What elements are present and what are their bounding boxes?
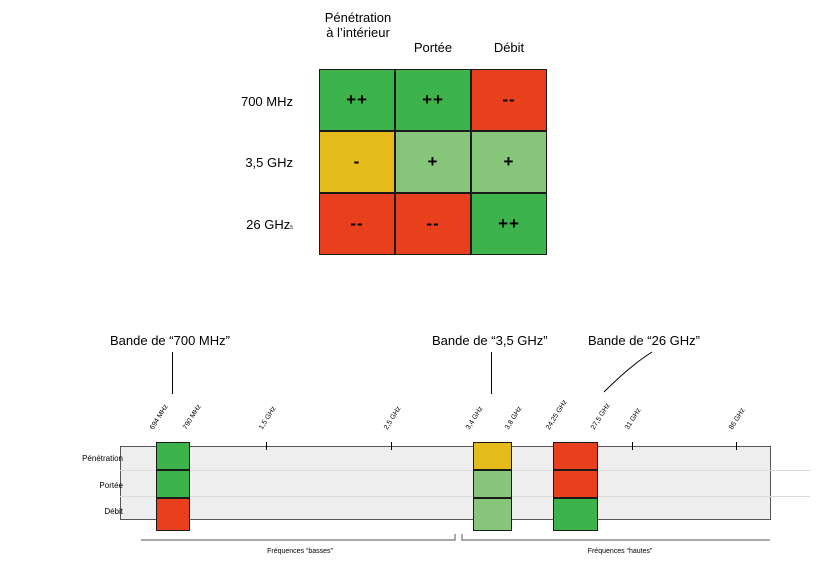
matrix-cell: -- — [319, 193, 395, 255]
frequency-tick-label: 86 GHz — [728, 407, 747, 431]
row-header-3-5ghz: 3,5 GHz — [245, 155, 293, 170]
strip-divider-2 — [120, 496, 810, 497]
column-header-penetration: Pénétration à l’intérieur — [324, 10, 392, 40]
frequency-tick-label: 790 MHz — [182, 403, 203, 431]
frequency-strip — [120, 446, 771, 520]
strip-divider-1 — [120, 470, 810, 471]
column-header-portee: Portée — [413, 40, 453, 55]
frequency-tick-label: 3,4 GHz — [465, 405, 485, 431]
range-label-high: Fréquences “hautes” — [587, 548, 653, 555]
frequency-tick-label: 1,5 GHz — [258, 405, 278, 431]
property-label-portee: Portée — [99, 481, 123, 490]
frequency-tick — [266, 442, 267, 450]
band-3-5-cell — [473, 442, 512, 470]
property-label-debit: Débit — [104, 507, 123, 516]
frequency-tick-label: 694 MHz — [149, 403, 170, 431]
matrix-cell: ++ — [471, 193, 547, 255]
row-header-26ghz: 26 GHz5 — [213, 217, 293, 232]
band-700-cell — [156, 470, 190, 498]
band-700-cell — [156, 442, 190, 470]
band-26-cell — [553, 498, 598, 531]
frequency-tick — [736, 442, 737, 450]
band-3-5-pointer — [491, 352, 492, 394]
band-26-cell — [553, 442, 598, 470]
range-label-low: Fréquences “basses” — [267, 548, 333, 555]
frequency-tick-label: 24,25 GHz — [545, 398, 569, 431]
matrix-cell: -- — [395, 193, 471, 255]
matrix-cell: ++ — [319, 69, 395, 131]
row-header-700mhz: 700 MHz — [240, 94, 293, 109]
band-3-5-cell — [473, 498, 512, 531]
frequency-tick-label: 27,5 GHz — [590, 402, 612, 431]
band-title-3-5ghz: Bande de “3,5 GHz” — [432, 333, 548, 348]
matrix-cell: - — [319, 131, 395, 193]
matrix-cell: + — [471, 131, 547, 193]
frequency-tick — [632, 442, 633, 450]
band-title-26ghz: Bande de “26 GHz” — [588, 333, 701, 348]
row-header-26ghz-label: 26 GHz — [246, 217, 291, 232]
frequency-tick — [391, 442, 392, 450]
band-700-pointer — [172, 352, 173, 394]
band-26-cell — [553, 470, 598, 498]
band-title-700mhz: Bande de “700 MHz” — [110, 333, 230, 348]
matrix-cell: -- — [471, 69, 547, 131]
band-700-cell — [156, 498, 190, 531]
property-label-penetration: Pénétration — [82, 454, 123, 463]
matrix-cell: ++ — [395, 69, 471, 131]
band-3-5-cell — [473, 470, 512, 498]
band-26-pointer — [603, 351, 653, 393]
frequency-tick-label: 31 GHz — [624, 407, 643, 431]
row-header-26ghz-mark: 5 — [290, 225, 293, 231]
frequency-tick-label: 3,8 GHz — [504, 405, 524, 431]
frequency-tick-label: 2,5 GHz — [383, 405, 403, 431]
matrix-cell: + — [395, 131, 471, 193]
range-brackets — [141, 534, 770, 541]
column-header-debit: Débit — [493, 40, 525, 55]
